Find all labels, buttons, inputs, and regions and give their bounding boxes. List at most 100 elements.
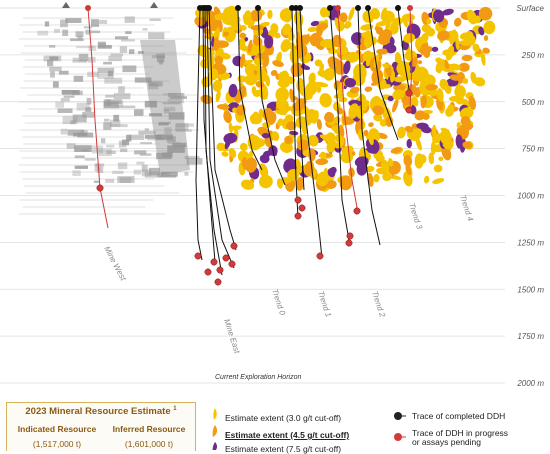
mined-out-block — [90, 19, 100, 27]
mined-out-block — [98, 148, 112, 157]
estimate-block — [415, 137, 422, 151]
drillhole-trace — [195, 7, 203, 261]
estimate-block — [319, 7, 329, 18]
mined-out-block — [96, 166, 104, 173]
mined-out-block — [60, 128, 68, 135]
estimate-block — [433, 164, 443, 173]
drillhole-collar — [235, 5, 241, 11]
estimate-block — [478, 26, 485, 36]
mined-out-block — [118, 140, 127, 148]
estimate-block — [396, 60, 411, 77]
mined-out-block — [134, 77, 152, 83]
intercept-dot — [345, 239, 353, 247]
mined-out-block — [74, 155, 85, 159]
estimate-block — [382, 172, 393, 181]
mine-west-label: Mine West — [102, 245, 128, 283]
estimate-block — [315, 158, 329, 165]
pending-ddh-label-line1: Trace of DDH in progress — [412, 428, 509, 438]
estimate-block — [445, 107, 453, 117]
estimate-block — [443, 59, 450, 70]
estimate-block — [454, 85, 466, 99]
estimate-block — [278, 71, 288, 82]
estimate-block — [442, 139, 454, 150]
mined-out-block — [108, 55, 122, 62]
estimate-block — [411, 56, 418, 67]
estimate-block — [324, 111, 335, 123]
estimate-block — [250, 24, 264, 31]
estimate-block — [360, 24, 374, 31]
estimate-block — [456, 122, 461, 128]
trend-1-label: Trend 1 — [316, 290, 333, 318]
estimate-block — [295, 98, 307, 106]
estimate-block — [483, 35, 489, 41]
mined-out-block — [176, 123, 195, 127]
estimate-block — [262, 122, 271, 129]
pending-ddh-label-line2: or assays pending — [412, 437, 481, 447]
mined-out-block — [55, 101, 65, 108]
estimate-block — [270, 23, 279, 34]
estimate-block — [405, 164, 412, 176]
estimate-block — [319, 93, 332, 108]
estimate-block — [348, 6, 355, 22]
estimate-block — [411, 96, 419, 107]
mined-out-block — [120, 148, 128, 153]
estimate-block — [239, 45, 246, 51]
intercept-dot — [204, 268, 212, 276]
mine-east-label: Mine East — [222, 318, 242, 355]
mined-out-block — [82, 111, 95, 118]
mined-out-block — [70, 38, 84, 42]
estimate-block — [295, 177, 305, 191]
mined-out-block — [94, 163, 101, 172]
estimate-block — [255, 81, 265, 88]
drillhole-collar — [355, 5, 361, 11]
mined-out-block — [134, 150, 147, 155]
mined-out-block — [126, 134, 132, 142]
estimate-block — [326, 139, 337, 153]
cross-section-diagram: Surface 250 m 500 m 750 m 1000 m 1250 m 1500 … — [0, 2, 545, 388]
estimate-block — [319, 151, 327, 160]
estimate-block — [424, 175, 430, 184]
estimate-block — [470, 71, 477, 84]
estimate-block — [381, 28, 393, 40]
estimate-block — [228, 83, 238, 98]
mined-out-block — [148, 81, 163, 87]
mre-title-text: 2023 Mineral Resource Estimate — [25, 406, 171, 418]
estimate-block — [244, 73, 258, 86]
estimate-block — [214, 55, 224, 66]
depth-label: 750 m — [522, 145, 545, 154]
trend-4-label: Trend 4 — [458, 194, 475, 223]
estimate-block — [249, 113, 263, 125]
estimate-block — [297, 139, 309, 151]
depth-label: 1000 m — [517, 192, 544, 201]
estimate-block — [344, 77, 357, 88]
estimate-block — [331, 125, 340, 132]
intercept-dot — [96, 184, 104, 192]
estimate-block — [433, 9, 445, 23]
estimate-block — [449, 67, 455, 73]
mined-out-block — [117, 162, 128, 170]
estimate-block — [474, 77, 486, 87]
mined-out-block — [49, 66, 62, 72]
estimate-block — [261, 133, 270, 139]
mined-out-block — [76, 102, 90, 111]
mined-out-block — [141, 164, 148, 172]
mined-out-block — [136, 161, 145, 165]
mined-out-block — [49, 56, 59, 61]
estimate-block — [416, 122, 429, 130]
estimate-block — [239, 32, 247, 39]
mined-out-block — [104, 118, 110, 122]
mined-out-block — [103, 122, 112, 130]
mre-title: 2023 Mineral Resource Estimate 1 — [7, 406, 195, 417]
mined-out-block — [144, 128, 149, 131]
indicated-value: (1,517,000 t) — [32, 439, 82, 449]
intercept-dot — [294, 196, 302, 204]
estimate-block — [289, 88, 295, 103]
estimate-block — [277, 79, 290, 88]
estimate-block — [438, 156, 444, 162]
mined-out-block — [159, 175, 177, 178]
mined-out-block — [164, 127, 172, 135]
indicated-label: Indicated Resource — [17, 424, 97, 434]
estimate-block — [406, 138, 412, 149]
estimate-block — [448, 95, 460, 102]
drillhole-collar — [85, 5, 91, 11]
